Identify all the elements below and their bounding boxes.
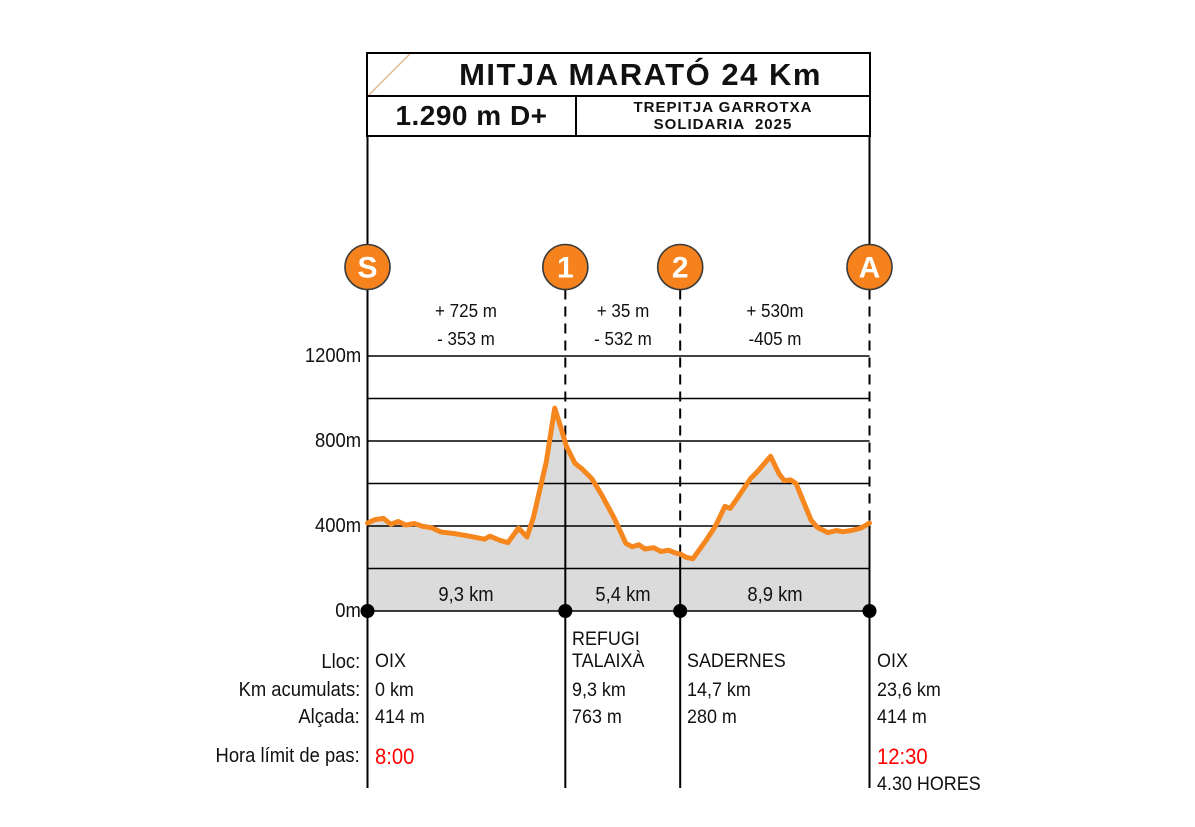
segment-stats-3: + 530m -405 m <box>700 297 850 352</box>
row-label-text: Alçada: <box>298 706 360 728</box>
segment-loss: - 532 m <box>593 327 652 349</box>
checkpoint-place: OIX <box>876 650 908 672</box>
segment-stats-1: + 725 m - 353 m <box>391 297 541 352</box>
checkpoint-altitude: 414 m <box>876 706 927 728</box>
checkpoint-column-finish: OIX 23,6 km 414 m 12:30 4.30 HORES <box>877 0 997 827</box>
baseline-dot-2 <box>673 604 688 618</box>
row-label-lloc: Lloc: <box>100 651 360 674</box>
y-tick-400: 400m <box>286 515 361 538</box>
checkpoint-marker-S <box>344 243 391 291</box>
segment-stats-2: + 35 m - 532 m <box>548 297 698 352</box>
checkpoint-marker-2 <box>656 243 704 291</box>
segment-gain: + 35 m <box>596 300 649 321</box>
checkpoint-column-start: OIX 0 km 414 m 8:00 <box>375 0 495 827</box>
event-name-line2: SOLIDARIA 2025 <box>653 116 793 133</box>
segment-distance-3: 8,9 km <box>700 584 850 607</box>
row-label-text: Km acumulats: <box>238 679 360 701</box>
checkpoint-km: 9,3 km <box>572 679 627 701</box>
checkpoint-column-1: REFUGI TALAIXÀ 9,3 km 763 m <box>572 0 692 827</box>
header-title-row: MITJA MARATÓ 24 Km <box>368 54 869 97</box>
y-tick-label: 0m <box>335 599 361 622</box>
checkpoint-km: 23,6 km <box>876 679 941 701</box>
elevation-gain-total: 1.290 m D+ <box>368 97 577 135</box>
row-label-alcada: Alçada: <box>100 706 360 729</box>
checkpoint-altitude: 414 m <box>374 706 425 728</box>
checkpoint-cutoff: 12:30 <box>876 744 928 769</box>
checkpoint-marker-A <box>846 243 893 291</box>
checkpoint-letter-A: A <box>859 252 881 285</box>
profile-area-fill <box>367 408 870 611</box>
checkpoint-km: 0 km <box>374 679 414 701</box>
y-tick-1200: 1200m <box>286 345 361 368</box>
checkpoint-letter-1: 1 <box>557 252 574 285</box>
row-label-text: Lloc: <box>321 651 360 673</box>
checkpoint-place: REFUGI TALAIXÀ <box>572 628 645 672</box>
checkpoint-altitude: 763 m <box>572 706 623 728</box>
checkpoint-altitude: 280 m <box>687 706 738 728</box>
elevation-profile-line <box>365 405 872 562</box>
checkpoint-marker-1 <box>542 243 589 291</box>
row-label-hora: Hora límit de pas: <box>100 745 360 768</box>
checkpoint-letter-2: 2 <box>672 252 689 285</box>
header-box: MITJA MARATÓ 24 Km 1.290 m D+ TREPITJA G… <box>366 52 871 137</box>
row-label-km: Km acumulats: <box>100 679 360 702</box>
checkpoint-letter-S: S <box>357 252 377 285</box>
event-name-line1: TREPITJA GARROTXA <box>633 99 813 116</box>
event-name: TREPITJA GARROTXA SOLIDARIA 2025 <box>577 97 869 135</box>
checkpoint-cutoff-note: 4.30 HORES <box>876 773 981 795</box>
header-sub-row: 1.290 m D+ TREPITJA GARROTXA SOLIDARIA 2… <box>368 97 869 135</box>
distance-label: 8,9 km <box>747 584 803 606</box>
distance-label: 5,4 km <box>595 584 651 606</box>
y-tick-label: 800m <box>314 429 361 452</box>
segment-loss: - 353 m <box>437 327 496 349</box>
checkpoint-place: SADERNES <box>687 650 786 672</box>
segment-gain: + 530m <box>746 300 804 321</box>
y-tick-800: 800m <box>286 430 361 453</box>
row-label-text: Hora límit de pas: <box>215 745 360 767</box>
checkpoint-column-2: SADERNES 14,7 km 280 m <box>687 0 807 827</box>
baseline-dot-1 <box>558 604 573 618</box>
checkpoint-cutoff: 8:00 <box>374 744 414 769</box>
checkpoint-place: OIX <box>374 650 406 672</box>
baseline-dot-S <box>360 604 375 618</box>
checkpoint-km: 14,7 km <box>687 679 751 701</box>
y-tick-0: 0m <box>286 600 361 623</box>
page-title: MITJA MARATÓ 24 Km <box>459 56 822 92</box>
segment-gain: + 725 m <box>435 300 498 321</box>
logo-square <box>368 54 412 95</box>
segment-distance-1: 9,3 km <box>391 584 541 607</box>
baseline-dot-A <box>862 604 877 618</box>
distance-label: 9,3 km <box>438 584 495 606</box>
y-tick-label: 400m <box>314 514 361 537</box>
segment-loss: -405 m <box>748 327 802 349</box>
y-tick-label: 1200m <box>304 344 361 367</box>
segment-distance-2: 5,4 km <box>548 584 698 607</box>
